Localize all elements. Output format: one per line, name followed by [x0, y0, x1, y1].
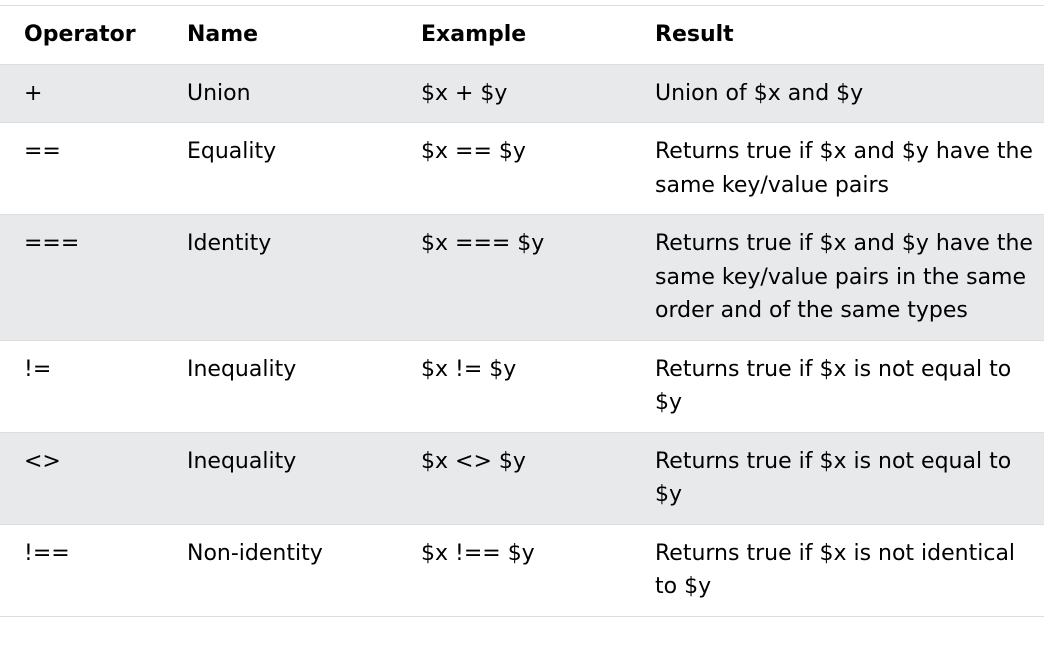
cell-result: Returns true if $x and $y have the same … [631, 122, 1044, 215]
header-example: Example [397, 5, 631, 65]
table-row: <> Inequality $x <> $y Returns true if $… [0, 432, 1044, 525]
array-operators-table: Operator Name Example Result + Union $x … [0, 5, 1044, 617]
cell-name: Equality [163, 122, 397, 215]
cell-operator: !== [0, 524, 163, 617]
cell-result: Returns true if $x is not identical to $… [631, 524, 1044, 617]
cell-result: Returns true if $x is not equal to $y [631, 432, 1044, 525]
table-row: != Inequality $x != $y Returns true if $… [0, 340, 1044, 433]
cell-result: Union of $x and $y [631, 64, 1044, 123]
cell-name: Identity [163, 214, 397, 341]
table-row: === Identity $x === $y Returns true if $… [0, 214, 1044, 341]
header-result: Result [631, 5, 1044, 65]
cell-example: $x === $y [397, 214, 631, 341]
cell-example: $x != $y [397, 340, 631, 433]
cell-name: Non-identity [163, 524, 397, 617]
table-row: !== Non-identity $x !== $y Returns true … [0, 524, 1044, 617]
cell-result: Returns true if $x and $y have the same … [631, 214, 1044, 341]
cell-name: Inequality [163, 432, 397, 525]
header-name: Name [163, 5, 397, 65]
cell-example: $x + $y [397, 64, 631, 123]
header-operator: Operator [0, 5, 163, 65]
operators-table-container: Operator Name Example Result + Union $x … [0, 5, 1044, 617]
table-row: + Union $x + $y Union of $x and $y [0, 64, 1044, 123]
cell-operator: + [0, 64, 163, 123]
cell-example: $x == $y [397, 122, 631, 215]
cell-operator: <> [0, 432, 163, 525]
table-row: == Equality $x == $y Returns true if $x … [0, 122, 1044, 215]
cell-name: Union [163, 64, 397, 123]
cell-operator: === [0, 214, 163, 341]
cell-operator: != [0, 340, 163, 433]
cell-result: Returns true if $x is not equal to $y [631, 340, 1044, 433]
cell-example: $x <> $y [397, 432, 631, 525]
table-header-row: Operator Name Example Result [0, 5, 1044, 65]
cell-example: $x !== $y [397, 524, 631, 617]
cell-name: Inequality [163, 340, 397, 433]
cell-operator: == [0, 122, 163, 215]
